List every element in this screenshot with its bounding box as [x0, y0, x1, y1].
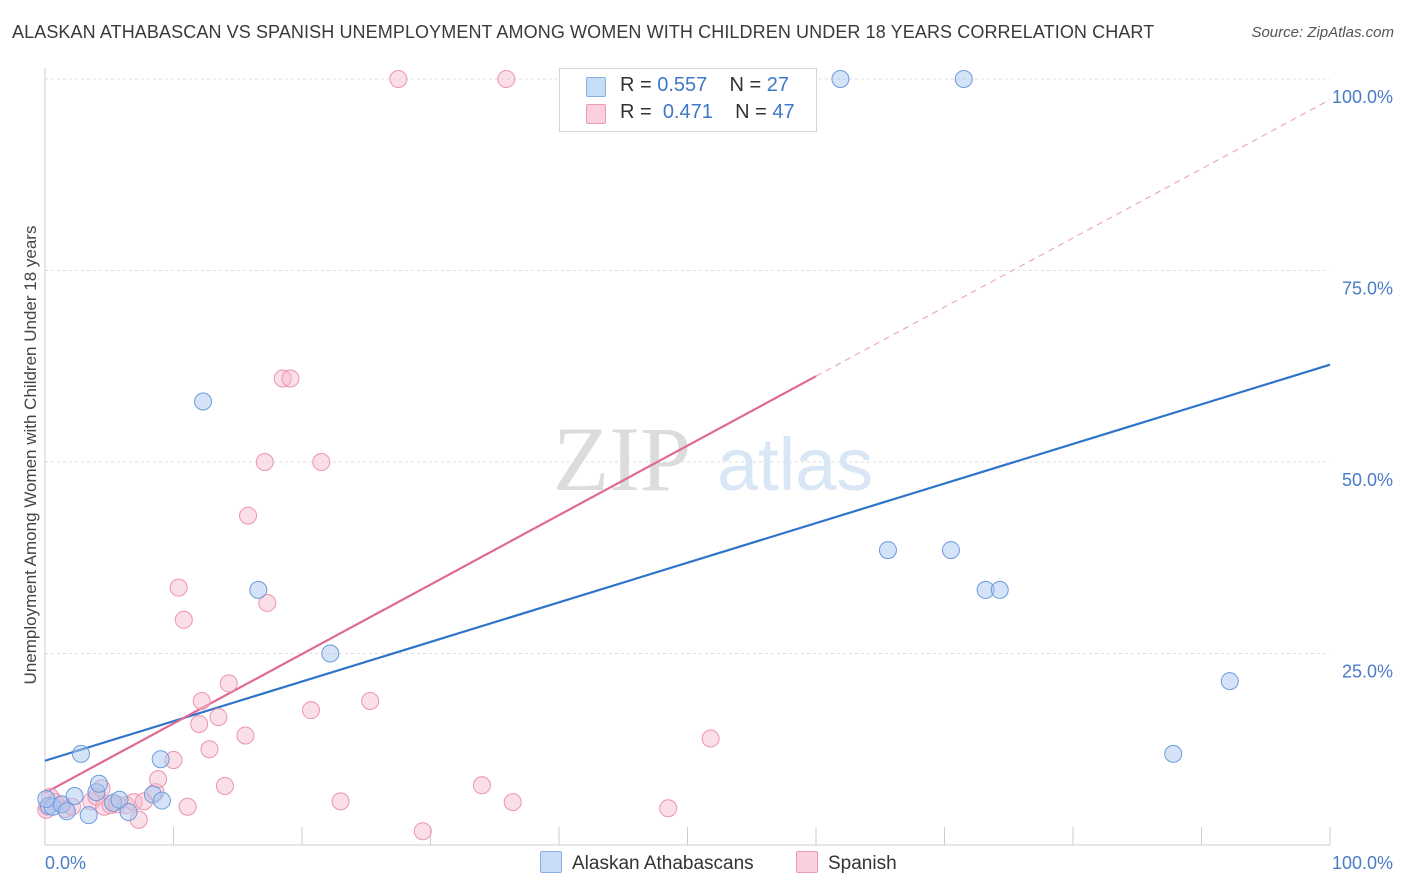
trend-lines: [44, 99, 1331, 794]
point-spanish: [190, 714, 209, 733]
point-alaskan: [110, 790, 129, 809]
legend-text-alaskan: R = 0.557 N = 27: [620, 74, 790, 96]
point-spanish: [200, 740, 219, 759]
source-credit: Source: ZipAtlas.com: [1251, 24, 1394, 41]
point-alaskan: [954, 70, 973, 88]
point-spanish: [209, 708, 228, 727]
watermark-zip: ZIP: [553, 408, 691, 510]
axes: [44, 68, 1331, 846]
point-spanish: [236, 726, 255, 745]
point-spanish: [701, 729, 720, 748]
point-spanish: [192, 691, 211, 710]
point-spanish: [281, 369, 300, 388]
point-alaskan: [65, 786, 84, 805]
bottom-legend-label-spanish: Spanish: [828, 853, 897, 874]
y-axis-label: Unemployment Among Women with Children U…: [21, 226, 40, 685]
watermark-atlas: atlas: [717, 423, 873, 506]
point-alaskan: [878, 541, 897, 560]
bottom-legend-swatch-alaskan: [540, 851, 562, 873]
chart-title: ALASKAN ATHABASCAN VS SPANISH UNEMPLOYME…: [12, 22, 1155, 42]
correlation-legend: R = 0.557 N = 27 R = 0.471 N = 47: [559, 68, 817, 132]
point-spanish: [178, 797, 197, 816]
point-spanish: [389, 70, 408, 88]
point-spanish: [331, 792, 350, 811]
point-alaskan: [194, 392, 213, 411]
point-alaskan: [941, 541, 960, 560]
point-alaskan: [1220, 672, 1239, 691]
point-spanish: [472, 776, 491, 795]
point-alaskan: [57, 802, 76, 821]
bottom-legend-alaskan: Alaskan Athabascans: [540, 851, 754, 875]
legend-swatch-spanish: [586, 104, 606, 124]
point-spanish: [174, 610, 193, 629]
point-spanish: [361, 691, 380, 710]
legend-n-value: 47: [772, 101, 795, 123]
point-spanish: [312, 453, 331, 471]
legend-n-value: 27: [766, 74, 790, 96]
point-spanish: [503, 793, 522, 812]
point-spanish: [215, 777, 234, 796]
bottom-legend-label-alaskan: Alaskan Athabascans: [572, 853, 754, 874]
point-spanish: [659, 799, 678, 818]
point-alaskan: [89, 774, 108, 793]
legend-swatch-alaskan: [586, 77, 606, 97]
point-spanish: [219, 674, 238, 693]
y-tick-label: 25.0%: [1342, 662, 1393, 682]
grid-lines: [45, 78, 1330, 654]
point-alaskan: [249, 580, 268, 599]
point-spanish: [149, 770, 168, 789]
x-tick-label: 0.0%: [45, 853, 86, 873]
x-tick-label: 100.0%: [1332, 853, 1393, 873]
point-spanish: [239, 506, 258, 525]
legend-r-value: 0.471: [662, 101, 713, 123]
watermark: ZIP atlas: [553, 408, 873, 510]
point-alaskan: [119, 803, 138, 822]
point-alaskan: [151, 750, 170, 769]
legend-text-spanish: R = 0.471 N = 47: [620, 101, 795, 123]
y-tick-label: 75.0%: [1342, 279, 1393, 299]
point-alaskan: [79, 806, 98, 825]
y-tick-label: 50.0%: [1342, 470, 1393, 490]
bottom-legend-swatch-spanish: [796, 851, 818, 873]
trend-line-spanish-extension: [815, 99, 1331, 377]
point-spanish: [255, 453, 274, 471]
point-spanish: [497, 70, 516, 88]
legend-r-value: 0.557: [657, 74, 708, 96]
point-spanish: [413, 822, 432, 841]
point-spanish: [273, 369, 292, 388]
point-alaskan: [321, 644, 340, 663]
tick-labels: 25.0% 50.0% 75.0% 100.0% 0.0% 100.0%: [45, 87, 1393, 873]
point-alaskan: [71, 744, 90, 763]
point-alaskan: [37, 790, 56, 809]
point-alaskan: [831, 70, 850, 88]
bottom-legend-spanish: Spanish: [796, 851, 897, 875]
y-tick-label: 100.0%: [1332, 87, 1393, 107]
point-spanish: [301, 701, 320, 720]
point-alaskan: [152, 791, 171, 810]
trend-line-spanish: [44, 375, 817, 794]
point-spanish: [258, 593, 277, 612]
point-spanish: [169, 578, 188, 597]
trend-line-alaskan: [44, 363, 1331, 762]
point-alaskan: [990, 580, 1009, 599]
data-points: [37, 70, 1239, 841]
point-alaskan: [1164, 744, 1183, 763]
